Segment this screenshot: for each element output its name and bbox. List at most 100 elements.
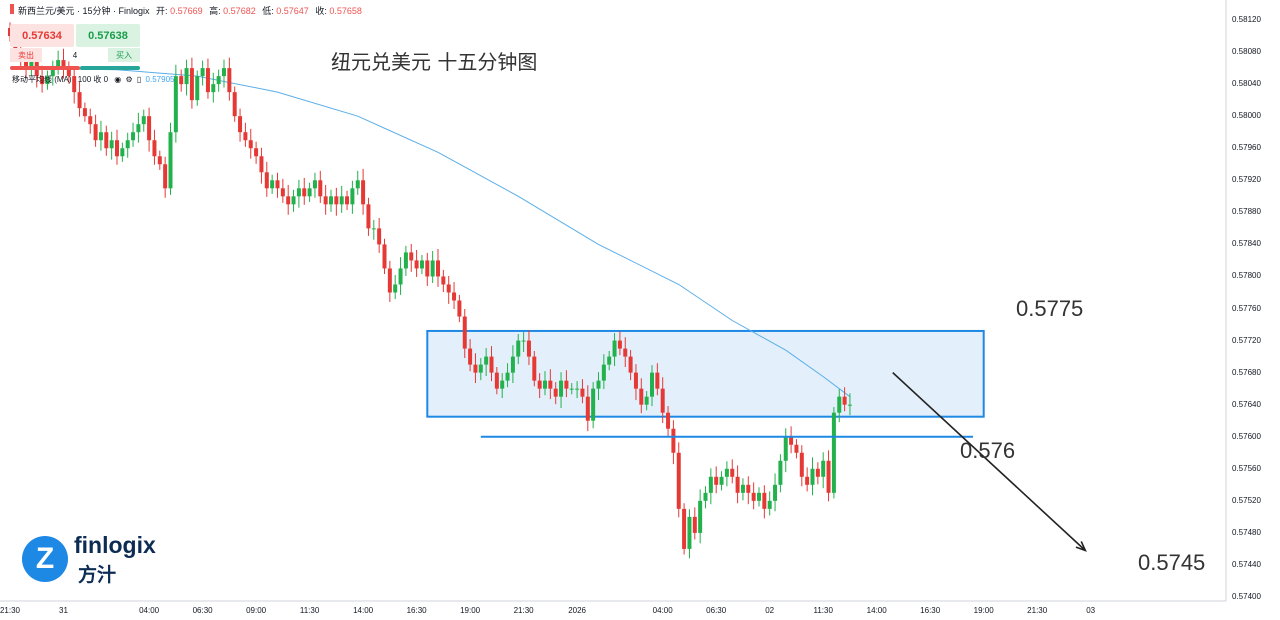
sell-ratio-bar <box>10 66 80 70</box>
candle <box>398 257 403 295</box>
buy-label[interactable]: 买入 <box>108 48 140 62</box>
y-tick-label: 0.58040 <box>1232 79 1261 89</box>
candle-body <box>345 196 350 205</box>
candle-body <box>254 148 259 157</box>
candle-body <box>842 396 847 405</box>
candle-body <box>473 364 478 373</box>
candle-body <box>50 68 55 77</box>
candle <box>157 150 162 170</box>
candle-body <box>805 476 810 485</box>
x-tick-label: 19:00 <box>460 606 481 615</box>
ma-legend[interactable]: 移动平均线 (MA) 100 收 0 ◉ ⚙ ▯ 0.57905 <box>12 74 174 85</box>
candle-body <box>510 356 515 373</box>
candle-body <box>655 372 660 389</box>
x-tick-label: 19:00 <box>973 606 994 615</box>
candle <box>805 467 810 492</box>
sell-price-button[interactable]: 0.57634 <box>10 24 74 47</box>
candle-body <box>24 60 29 69</box>
candle-body <box>88 116 93 125</box>
buy-price-button[interactable]: 0.57638 <box>76 24 140 47</box>
open-label: 开: <box>156 6 168 16</box>
candle <box>516 333 521 365</box>
candle-body <box>778 460 783 485</box>
candle <box>510 345 515 384</box>
candle <box>200 60 205 86</box>
candle <box>575 381 580 399</box>
x-tick-label: 16:30 <box>920 606 941 615</box>
candle <box>307 182 312 202</box>
candle <box>831 407 836 499</box>
candle <box>141 109 146 132</box>
low-value: 0.57647 <box>276 6 309 16</box>
candle <box>821 452 826 489</box>
candle-body <box>757 492 761 501</box>
candle <box>708 468 713 505</box>
candle-body <box>222 68 226 77</box>
candle <box>40 65 45 93</box>
candle-body <box>639 388 644 405</box>
candle <box>671 420 676 465</box>
annotation-lines-layer <box>480 372 1087 552</box>
candle-body <box>505 372 510 381</box>
candle <box>650 365 654 407</box>
candle-body <box>232 92 237 117</box>
candle-body <box>141 116 146 125</box>
settings-icon[interactable]: ⚙ <box>125 75 133 84</box>
buy-ratio-bar <box>80 66 140 70</box>
candle-body <box>436 260 440 277</box>
candle-body <box>569 388 574 390</box>
candle-body <box>93 124 98 141</box>
y-tick-label: 0.57840 <box>1232 239 1261 249</box>
y-tick-label: 0.57560 <box>1232 463 1261 473</box>
candle <box>468 339 473 372</box>
sell-label[interactable]: 卖出 <box>10 48 42 62</box>
candle-body <box>441 276 446 285</box>
candle-body <box>650 372 654 397</box>
candle-body <box>826 460 831 493</box>
candle-body <box>211 84 216 93</box>
candle <box>441 269 446 293</box>
candle <box>216 69 221 92</box>
candle-body <box>478 364 483 373</box>
candle <box>478 358 483 381</box>
candle-body <box>468 348 473 365</box>
candle-body <box>350 188 355 205</box>
candle-body <box>334 196 339 205</box>
candle <box>762 485 767 519</box>
candle-body <box>61 60 66 69</box>
candle <box>794 439 799 459</box>
eye-icon[interactable]: ◉ <box>114 75 122 84</box>
candle-body <box>516 340 521 357</box>
candle-body <box>559 380 564 397</box>
candle <box>757 487 761 507</box>
candle-body <box>184 68 189 85</box>
candle-body <box>425 260 430 277</box>
candle-body <box>847 404 852 406</box>
candle <box>532 350 537 387</box>
candle <box>494 367 499 395</box>
delete-icon[interactable]: ▯ <box>136 75 142 84</box>
candle-body <box>243 132 248 141</box>
candle-body <box>815 468 820 477</box>
candle <box>302 177 307 205</box>
candle-body <box>585 396 590 421</box>
candle-body <box>403 252 408 269</box>
candle-body <box>393 284 398 293</box>
candle <box>783 428 788 473</box>
high-label: 高: <box>209 6 221 16</box>
candle-body <box>200 68 205 77</box>
quantity-value[interactable]: 4 <box>72 50 78 60</box>
candle <box>291 189 296 212</box>
candle-body <box>452 292 457 301</box>
candle <box>596 372 601 401</box>
y-tick-label: 0.57760 <box>1232 303 1261 313</box>
target-label: 0.5745 <box>1138 550 1206 575</box>
candle-body <box>494 372 499 389</box>
candle <box>751 482 756 510</box>
candle <box>329 189 333 212</box>
candle <box>789 426 794 454</box>
candle <box>366 197 371 236</box>
candle <box>205 58 210 99</box>
candle-body <box>703 492 708 501</box>
